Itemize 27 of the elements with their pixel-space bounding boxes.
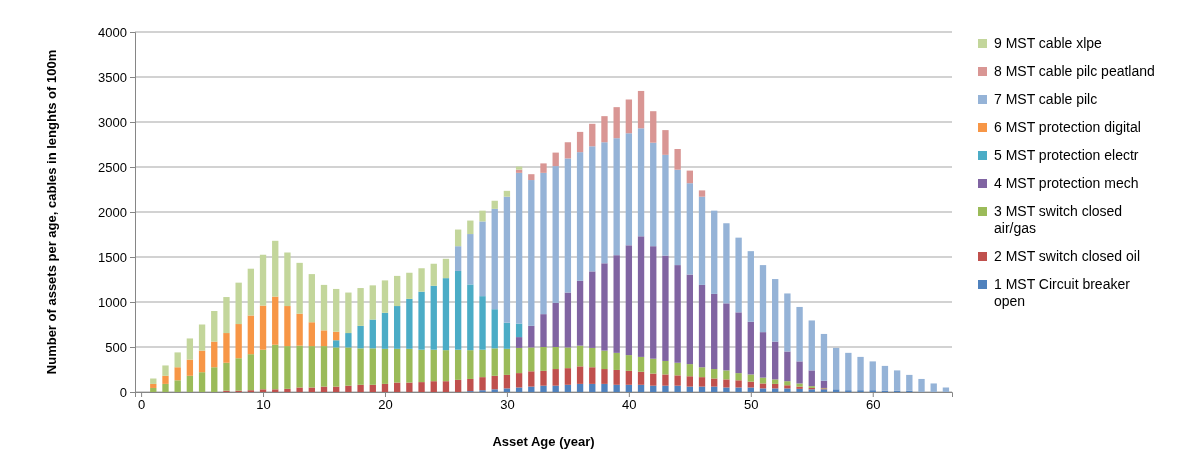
y-tick-label: 0	[119, 384, 127, 400]
legend-label: 4 MST protection mech	[994, 175, 1139, 191]
y-tick-label: 3000	[98, 114, 127, 130]
y-tick-label: 2000	[98, 204, 127, 220]
x-tick-label: 60	[866, 397, 881, 413]
legend-label: 3 MST switch closed air/gas	[994, 203, 1123, 236]
legend-label: 1 MST Circuit breaker open	[994, 276, 1131, 309]
x-tick-label: 10	[256, 397, 271, 413]
legend-label: 5 MST protection electr	[994, 147, 1139, 163]
legend-label: 6 MST protection digital	[994, 119, 1141, 135]
y-tick-label: 1500	[98, 249, 127, 265]
legend-label: 2 MST switch closed oil	[994, 248, 1141, 264]
legend-label: 8 MST cable pilc peatland	[994, 63, 1155, 79]
y-axis-title: Number of assets per age, cables in lenghts of 100m	[44, 49, 59, 375]
legend-label: 9 MST cable xlpe	[994, 35, 1103, 51]
y-tick-label: 1000	[98, 294, 127, 310]
x-tick-label: 0	[137, 397, 146, 413]
legend-label: 7 MST cable pilc	[994, 91, 1098, 107]
y-tick-label: 3500	[98, 69, 127, 85]
x-tick-label: 20	[378, 397, 393, 413]
y-tick-label: 2500	[98, 159, 127, 175]
y-tick-label: 4000	[98, 24, 127, 40]
x-tick-label: 40	[622, 397, 637, 413]
x-tick-label: 50	[744, 397, 759, 413]
y-tick-label: 500	[105, 339, 127, 355]
x-axis-title: Asset Age (year)	[492, 434, 595, 449]
x-tick-label: 30	[500, 397, 515, 413]
